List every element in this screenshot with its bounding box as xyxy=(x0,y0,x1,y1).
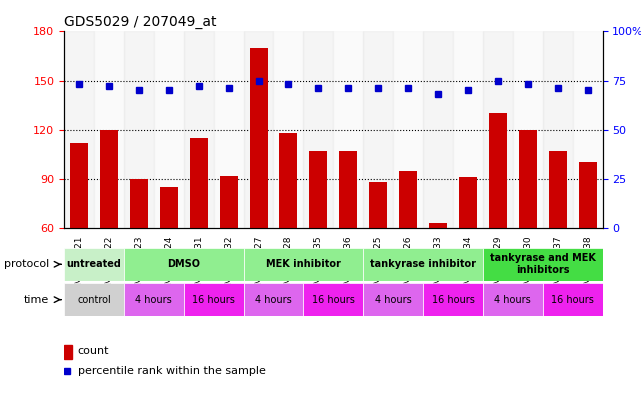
Bar xyxy=(333,31,363,228)
Bar xyxy=(100,130,118,326)
Text: 16 hours: 16 hours xyxy=(192,295,235,305)
FancyBboxPatch shape xyxy=(244,248,363,281)
Bar xyxy=(244,31,274,228)
FancyBboxPatch shape xyxy=(483,248,603,281)
Bar xyxy=(453,31,483,228)
Bar xyxy=(279,133,297,326)
Bar xyxy=(160,187,178,326)
Bar xyxy=(572,31,603,228)
Text: protocol: protocol xyxy=(4,259,49,269)
Bar xyxy=(369,182,387,326)
FancyBboxPatch shape xyxy=(64,248,124,281)
Text: 4 hours: 4 hours xyxy=(375,295,412,305)
Bar xyxy=(429,223,447,326)
Bar xyxy=(549,151,567,326)
Bar xyxy=(274,31,303,228)
Bar xyxy=(190,138,208,326)
FancyBboxPatch shape xyxy=(64,283,124,316)
Bar xyxy=(543,31,572,228)
Bar xyxy=(459,177,477,326)
Bar xyxy=(393,31,423,228)
FancyBboxPatch shape xyxy=(483,283,543,316)
Text: time: time xyxy=(24,295,49,305)
Bar xyxy=(94,31,124,228)
Text: DMSO: DMSO xyxy=(167,259,200,269)
Bar xyxy=(70,143,88,326)
Bar xyxy=(130,179,148,326)
Text: 16 hours: 16 hours xyxy=(431,295,474,305)
Text: 16 hours: 16 hours xyxy=(312,295,354,305)
Bar xyxy=(154,31,184,228)
Bar xyxy=(124,31,154,228)
Bar xyxy=(220,176,238,326)
Bar xyxy=(213,31,244,228)
FancyBboxPatch shape xyxy=(543,283,603,316)
FancyBboxPatch shape xyxy=(363,283,423,316)
Bar xyxy=(310,151,328,326)
FancyBboxPatch shape xyxy=(124,248,244,281)
Text: tankyrase and MEK
inhibitors: tankyrase and MEK inhibitors xyxy=(490,253,595,275)
Bar xyxy=(363,31,393,228)
Bar xyxy=(513,31,543,228)
Bar xyxy=(519,130,537,326)
Bar xyxy=(184,31,213,228)
Bar xyxy=(303,31,333,228)
FancyBboxPatch shape xyxy=(363,248,483,281)
Text: MEK inhibitor: MEK inhibitor xyxy=(266,259,341,269)
Bar xyxy=(399,171,417,326)
Bar xyxy=(249,48,267,326)
Text: count: count xyxy=(78,346,109,356)
Text: 4 hours: 4 hours xyxy=(255,295,292,305)
Bar xyxy=(489,113,507,326)
Text: GDS5029 / 207049_at: GDS5029 / 207049_at xyxy=(64,15,217,29)
Bar xyxy=(423,31,453,228)
Text: untreated: untreated xyxy=(67,259,121,269)
Text: control: control xyxy=(77,295,111,305)
FancyBboxPatch shape xyxy=(244,283,303,316)
Bar xyxy=(64,345,72,359)
Bar xyxy=(483,31,513,228)
Bar xyxy=(64,31,94,228)
Text: 16 hours: 16 hours xyxy=(551,295,594,305)
Text: 4 hours: 4 hours xyxy=(494,295,531,305)
Text: tankyrase inhibitor: tankyrase inhibitor xyxy=(370,259,476,269)
FancyBboxPatch shape xyxy=(423,283,483,316)
Text: percentile rank within the sample: percentile rank within the sample xyxy=(78,366,265,376)
FancyBboxPatch shape xyxy=(303,283,363,316)
Bar xyxy=(579,162,597,326)
FancyBboxPatch shape xyxy=(184,283,244,316)
Text: 4 hours: 4 hours xyxy=(135,295,172,305)
Bar xyxy=(339,151,357,326)
FancyBboxPatch shape xyxy=(124,283,184,316)
